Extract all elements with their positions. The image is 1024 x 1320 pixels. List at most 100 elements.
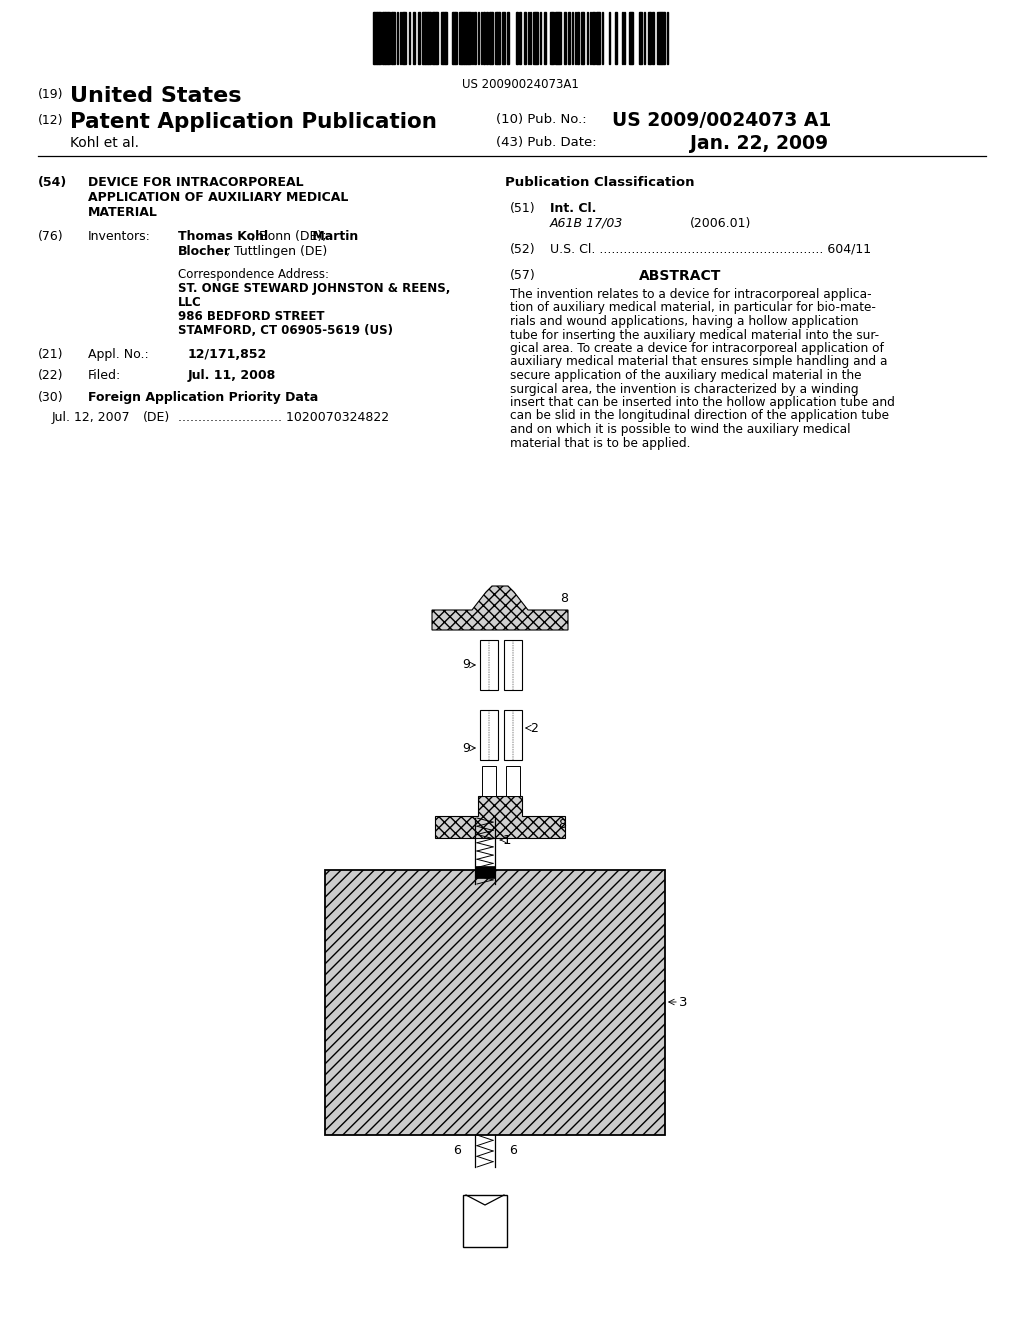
Polygon shape [432,586,568,630]
Text: (54): (54) [38,176,68,189]
Text: (19): (19) [38,88,63,102]
Bar [615,12,617,63]
Text: United States: United States [70,86,242,106]
Text: Blocher: Blocher [178,246,231,257]
Bar [474,12,476,63]
Text: Jul. 11, 2008: Jul. 11, 2008 [188,370,276,381]
Bar [466,12,468,63]
Text: U.S. Cl. ........................................................ 604/11: U.S. Cl. ...............................… [550,243,871,256]
Bar [377,12,379,63]
Bar [374,12,377,63]
Text: A61B 17/03: A61B 17/03 [550,216,624,230]
Bar [423,12,425,63]
Text: insert that can be inserted into the hollow application tube and: insert that can be inserted into the hol… [510,396,895,409]
Bar [559,12,561,63]
Text: STAMFORD, CT 06905-5619 (US): STAMFORD, CT 06905-5619 (US) [178,323,393,337]
Text: 8: 8 [560,591,568,605]
Bar [469,12,471,63]
Bar [402,12,404,63]
Text: 986 BEDFORD STREET: 986 BEDFORD STREET [178,310,325,323]
Text: Correspondence Address:: Correspondence Address: [178,268,329,281]
Bar [497,12,499,63]
Text: Jan. 22, 2009: Jan. 22, 2009 [690,135,828,153]
Text: 2: 2 [530,722,538,734]
Bar [455,12,457,63]
Bar [568,12,570,63]
Bar [379,12,381,63]
Bar [383,12,385,63]
Bar [507,12,509,63]
Text: 6: 6 [453,1144,461,1158]
Text: 9: 9 [462,659,470,672]
Bar [425,12,428,63]
Bar [577,12,579,63]
Text: Kohl et al.: Kohl et al. [70,136,139,150]
Polygon shape [435,796,565,838]
Bar [404,12,406,63]
Text: tion of auxiliary medical material, in particular for bio-mate-: tion of auxiliary medical material, in p… [510,301,876,314]
Text: MATERIAL: MATERIAL [88,206,158,219]
Text: 12/171,852: 12/171,852 [188,348,267,360]
Bar [325,870,665,1135]
Text: Patent Application Publication: Patent Application Publication [70,112,437,132]
Text: Foreign Application Priority Data: Foreign Application Priority Data [88,391,318,404]
Bar [490,12,492,63]
Bar [464,12,466,63]
Bar [443,12,445,63]
Text: .......................... 1020070324822: .......................... 1020070324822 [178,411,389,424]
Text: gical area. To create a device for intracorporeal application of: gical area. To create a device for intra… [510,342,884,355]
Bar [392,12,395,63]
Bar [592,12,595,63]
Bar [434,12,436,63]
Text: 8: 8 [558,817,566,830]
Bar [486,12,488,63]
Bar [475,866,495,878]
Text: ABSTRACT: ABSTRACT [639,269,721,282]
Bar [495,12,497,63]
Bar [504,710,522,760]
Text: Jul. 12, 2007: Jul. 12, 2007 [52,411,131,424]
Text: Martin: Martin [308,230,358,243]
Text: APPLICATION OF AUXILIARY MEDICAL: APPLICATION OF AUXILIARY MEDICAL [88,191,348,205]
Bar [652,12,654,63]
Bar [552,12,554,63]
Text: 6: 6 [509,1144,517,1158]
Text: secure application of the auxiliary medical material in the: secure application of the auxiliary medi… [510,370,861,381]
Text: (12): (12) [38,114,63,127]
Text: (30): (30) [38,391,63,404]
Bar [662,12,664,63]
Text: US 2009/0024073 A1: US 2009/0024073 A1 [612,111,831,129]
Bar [657,12,659,63]
Text: (10) Pub. No.:: (10) Pub. No.: [496,114,587,125]
Bar [550,12,552,63]
Text: material that is to be applied.: material that is to be applied. [510,437,690,450]
Text: rials and wound applications, having a hollow application: rials and wound applications, having a h… [510,315,858,327]
Text: , Tuttlingen (DE): , Tuttlingen (DE) [226,246,328,257]
Bar [480,640,498,690]
Text: Filed:: Filed: [88,370,121,381]
Bar [482,766,496,796]
Bar [581,12,583,63]
Text: (52): (52) [510,243,536,256]
Bar [502,12,505,63]
Text: (DE): (DE) [143,411,170,424]
Bar [640,12,642,63]
Bar [544,12,546,63]
Bar [534,12,535,63]
Text: The invention relates to a device for intracorporeal applica-: The invention relates to a device for in… [510,288,871,301]
Bar [462,12,464,63]
Text: Thomas Kohl: Thomas Kohl [178,230,268,243]
Bar [385,12,388,63]
Text: (2006.01): (2006.01) [690,216,752,230]
Bar [648,12,650,63]
Bar [506,766,520,796]
Bar [463,1195,507,1247]
Text: tube for inserting the auxiliary medical material into the sur-: tube for inserting the auxiliary medical… [510,329,880,342]
Text: Appl. No.:: Appl. No.: [88,348,148,360]
Text: auxiliary medical material that ensures simple handling and a: auxiliary medical material that ensures … [510,355,888,368]
Text: Inventors:: Inventors: [88,230,151,243]
Text: , Bonn (DE);: , Bonn (DE); [251,230,327,243]
Text: Publication Classification: Publication Classification [505,176,694,189]
Bar [459,12,461,63]
Text: (51): (51) [510,202,536,215]
